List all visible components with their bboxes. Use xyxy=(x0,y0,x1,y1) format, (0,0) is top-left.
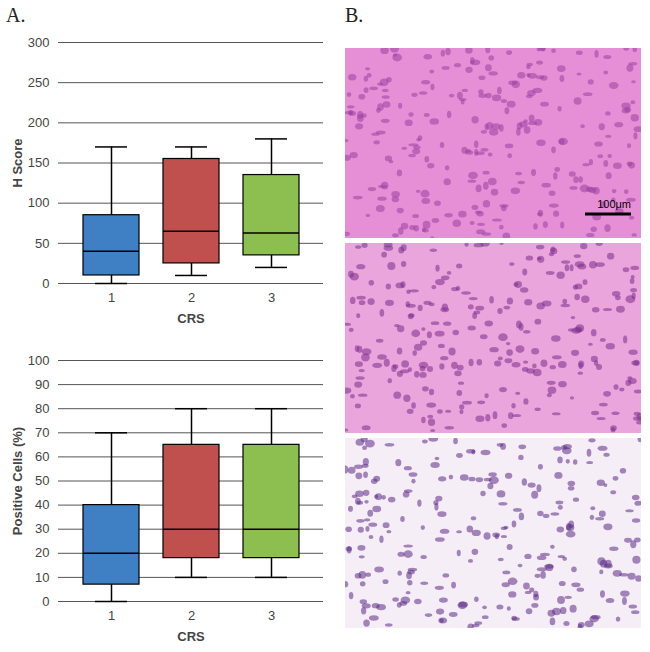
svg-text:3: 3 xyxy=(268,290,275,305)
html-text:100μm: 100μm xyxy=(597,198,631,210)
svg-text:0: 0 xyxy=(42,276,49,291)
svg-text:0: 0 xyxy=(42,594,49,609)
svg-text:1: 1 xyxy=(108,290,115,305)
svg-text:3: 3 xyxy=(268,608,275,623)
svg-text:200: 200 xyxy=(28,115,50,130)
svg-text:60: 60 xyxy=(35,449,49,464)
svg-text:2: 2 xyxy=(188,608,195,623)
svg-text:H Score: H Score xyxy=(10,138,25,187)
svg-text:30: 30 xyxy=(35,521,49,536)
svg-text:50: 50 xyxy=(35,235,49,250)
svg-text:40: 40 xyxy=(35,497,49,512)
svg-text:150: 150 xyxy=(28,155,50,170)
svg-text:300: 300 xyxy=(28,35,50,50)
svg-text:CRS: CRS xyxy=(177,629,205,644)
svg-text:70: 70 xyxy=(35,425,49,440)
svg-text:CRS: CRS xyxy=(177,311,205,326)
svg-text:10: 10 xyxy=(35,570,49,585)
svg-text:250: 250 xyxy=(28,75,50,90)
svg-text:100: 100 xyxy=(28,353,50,368)
svg-text:80: 80 xyxy=(35,401,49,416)
html-text:B.: B. xyxy=(345,4,364,26)
html-text:A.: A. xyxy=(6,4,26,26)
svg-text:100: 100 xyxy=(28,195,50,210)
svg-text:50: 50 xyxy=(35,473,49,488)
svg-text:90: 90 xyxy=(35,377,49,392)
svg-text:20: 20 xyxy=(35,545,49,560)
svg-text:Positive Cells (%): Positive Cells (%) xyxy=(10,427,25,535)
svg-text:2: 2 xyxy=(188,290,195,305)
svg-text:1: 1 xyxy=(108,608,115,623)
